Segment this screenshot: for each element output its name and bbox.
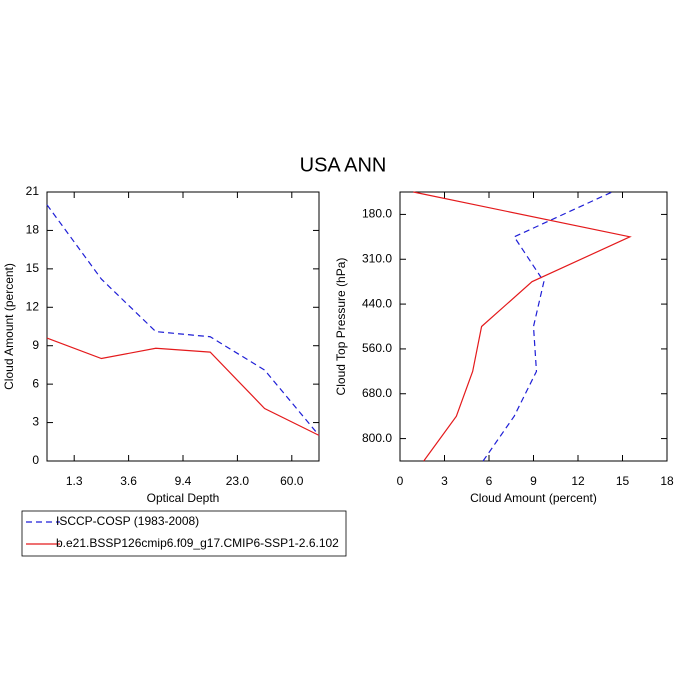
y-tick-label: 180.0	[362, 207, 392, 221]
data-line	[46, 337, 320, 436]
y-tick-label: 0	[32, 453, 39, 467]
legend-label: b.e21.BSSP126cmip6.f09_g17.CMIP6-SSP1-2.…	[56, 536, 339, 550]
y-tick-label: 9	[32, 338, 39, 352]
x-tick-label: 9.4	[175, 474, 192, 488]
y-tick-label: 310.0	[362, 251, 392, 265]
x-tick-label: 6	[486, 474, 493, 488]
legend-box	[21, 510, 347, 557]
y-tick-label: 15	[26, 261, 40, 275]
data-line	[482, 191, 613, 462]
figure-title: USA ANN	[300, 154, 387, 176]
data-line	[413, 191, 632, 462]
x-tick-label: 3	[441, 474, 448, 488]
x-tick-label: 9	[530, 474, 537, 488]
y-tick-label: 440.0	[362, 296, 392, 310]
y-axis-title: Cloud Top Pressure (hPa)	[334, 258, 348, 396]
data-line	[46, 204, 320, 436]
legend-label: ISCCP-COSP (1983-2008)	[56, 514, 199, 528]
x-tick-label: 0	[397, 474, 404, 488]
x-tick-label: 3.6	[120, 474, 137, 488]
x-axis-title: Cloud Amount (percent)	[470, 491, 597, 505]
x-tick-label: 60.0	[280, 474, 304, 488]
x-axis-title: Optical Depth	[147, 491, 220, 505]
y-tick-label: 21	[26, 184, 40, 198]
x-tick-label: 18	[660, 474, 674, 488]
plot-frame	[46, 191, 320, 462]
y-tick-label: 3	[32, 415, 39, 429]
y-tick-label: 680.0	[362, 386, 392, 400]
y-tick-label: 18	[26, 223, 40, 237]
x-tick-label: 15	[616, 474, 630, 488]
y-tick-label: 12	[26, 299, 40, 313]
y-tick-label: 6	[32, 376, 39, 390]
x-tick-label: 1.3	[66, 474, 83, 488]
x-tick-label: 12	[571, 474, 585, 488]
y-axis-title: Cloud Amount (percent)	[2, 263, 16, 390]
x-tick-label: 23.0	[226, 474, 250, 488]
y-tick-label: 560.0	[362, 341, 392, 355]
plot-frame	[399, 191, 668, 462]
y-tick-label: 800.0	[362, 431, 392, 445]
